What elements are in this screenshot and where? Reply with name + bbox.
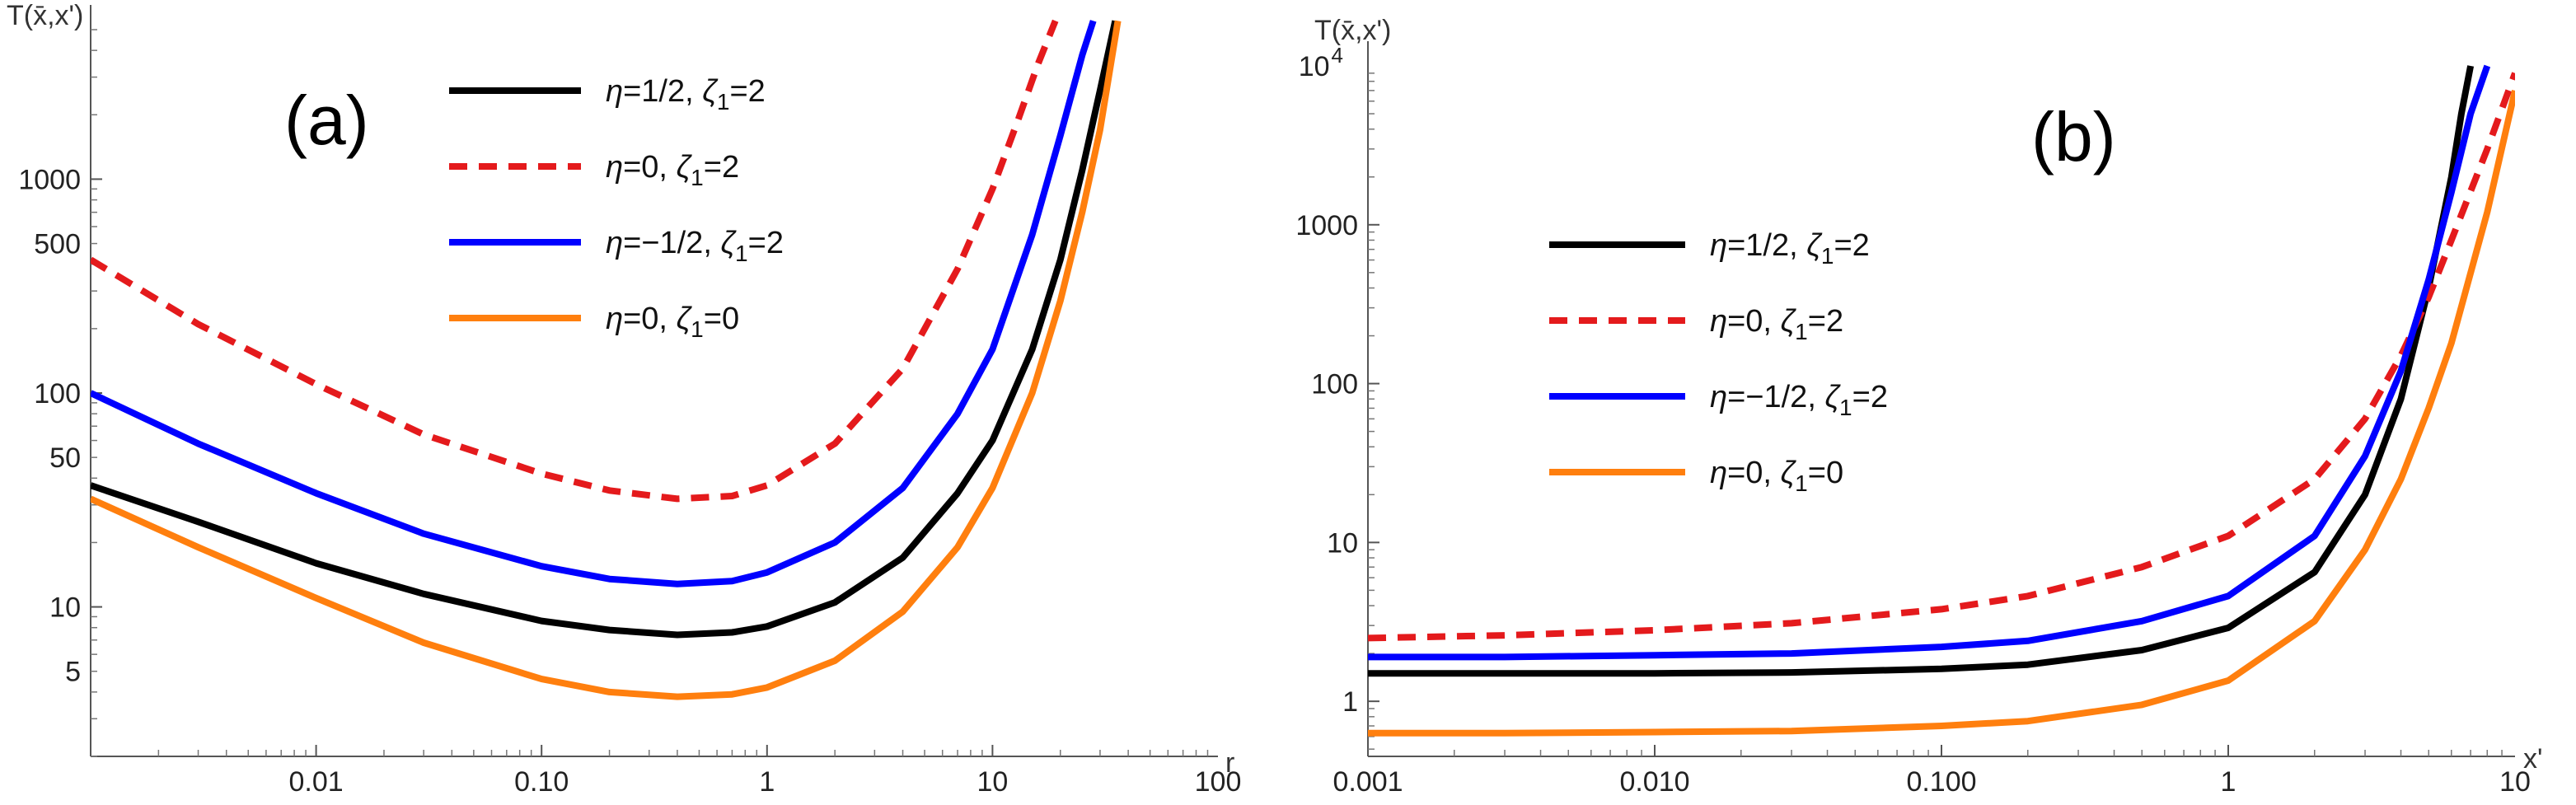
x-tick-label: 0.01 (289, 766, 344, 798)
panel-label: (a) (284, 82, 369, 159)
x-tick-label: 1 (759, 766, 775, 798)
y-tick-label: 100 (34, 378, 81, 410)
legend: η=1/2, ζ1=2 η=0, ζ1=2 η=−1/2, ζ1=2 η=0, ζ1=… (449, 74, 784, 342)
y-tick-label: 1000 (1295, 210, 1358, 241)
y-tick-label: 5 (65, 657, 81, 688)
series-line-3 (1368, 90, 2515, 737)
legend-label-3: η=0, ζ1=0 (1710, 456, 1843, 496)
legend-label-1: η=0, ζ1=2 (1710, 304, 1843, 344)
x-tick-label: 10 (2499, 766, 2531, 798)
series-line-1 (91, 19, 1059, 503)
y-tick-label: 1 (1342, 686, 1358, 718)
x-axis-title: r (1225, 747, 1234, 779)
series-line-0 (91, 20, 1119, 639)
chart-panel-a: 0.01 0.10 1 10 100 5 10 50 100 500 1000 T(x̄,x') r (a… (7, 0, 1241, 798)
y-tick-label: 10 (49, 592, 81, 624)
legend-label-2: η=−1/2, ζ1=2 (1710, 380, 1888, 420)
x-tick-label: 0.10 (514, 766, 569, 798)
y-axis-title: T(x̄,x') (1314, 15, 1391, 46)
x-tick-label: 10 (977, 766, 1008, 798)
legend-label-2: η=−1/2, ζ1=2 (606, 226, 784, 266)
panel-label: (b) (2031, 98, 2116, 176)
y-tick-label: 50 (49, 442, 81, 474)
y-tick-label: 500 (34, 229, 81, 260)
x-tick-label: 0.001 (1332, 766, 1403, 798)
legend-label-3: η=0, ζ1=0 (606, 302, 739, 342)
legend: η=1/2, ζ1=2 η=0, ζ1=2 η=−1/2, ζ1=2 η=0, ζ1=… (1549, 228, 1888, 496)
series-line-2 (1368, 64, 2491, 661)
y-tick-label: 100 (1311, 369, 1358, 400)
x-axis-title: x' (2523, 743, 2543, 775)
legend-label-0: η=1/2, ζ1=2 (606, 74, 766, 115)
y-tick-label: 1000 (18, 164, 81, 195)
series-line-1 (1368, 72, 2515, 642)
series-line-3 (91, 20, 1122, 700)
series-line-0 (1368, 65, 2475, 677)
legend-label-0: η=1/2, ζ1=2 (1710, 228, 1870, 269)
x-tick-label: 100 (1195, 766, 1242, 798)
legend-label-1: η=0, ζ1=2 (606, 150, 739, 190)
series-line-2 (91, 20, 1097, 587)
x-tick-label: 0.010 (1619, 766, 1689, 798)
y-tick-label-top: 104 (1299, 43, 1343, 82)
x-tick-label: 1 (2221, 766, 2236, 798)
y-tick-label: 10 (1327, 527, 1358, 559)
x-tick-label: 0.100 (1906, 766, 1976, 798)
y-axis-title: T(x̄,x') (7, 0, 83, 31)
